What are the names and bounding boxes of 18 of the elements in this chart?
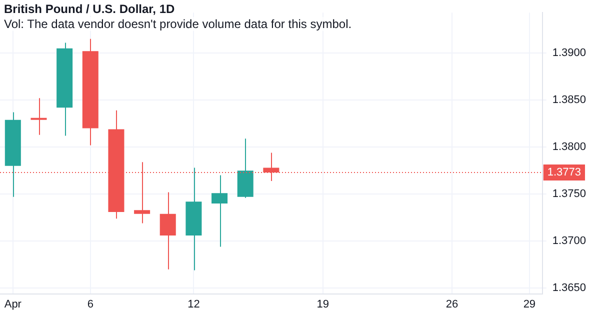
x-tick-label: 12 [188,298,200,310]
y-tick-label: 1.3700 [552,235,586,248]
candlestick [30,98,47,136]
candlestick [212,174,228,248]
x-tick-label: 6 [87,298,94,310]
chart-subtitle: Vol: The data vendor doesn't provide volume data for this symbol. [4,17,352,31]
y-tick-label: 1.3650 [552,282,586,294]
x-tick-label: 19 [316,298,329,310]
y-tick-label: 1.3800 [552,141,586,154]
x-tick-label: 29 [523,298,536,310]
x-tick-label: Apr [4,298,22,310]
y-tick-label: 1.3750 [552,188,586,200]
candlestick [160,192,176,270]
ref-line-label: 1.3773 [547,166,582,179]
y-tick-label: 1.3900 [552,47,586,60]
chart-title: British Pound / U.S. Dollar, 1D [4,2,175,16]
y-tick-label: 1.3850 [552,94,586,106]
x-tick-label: 26 [446,298,458,310]
